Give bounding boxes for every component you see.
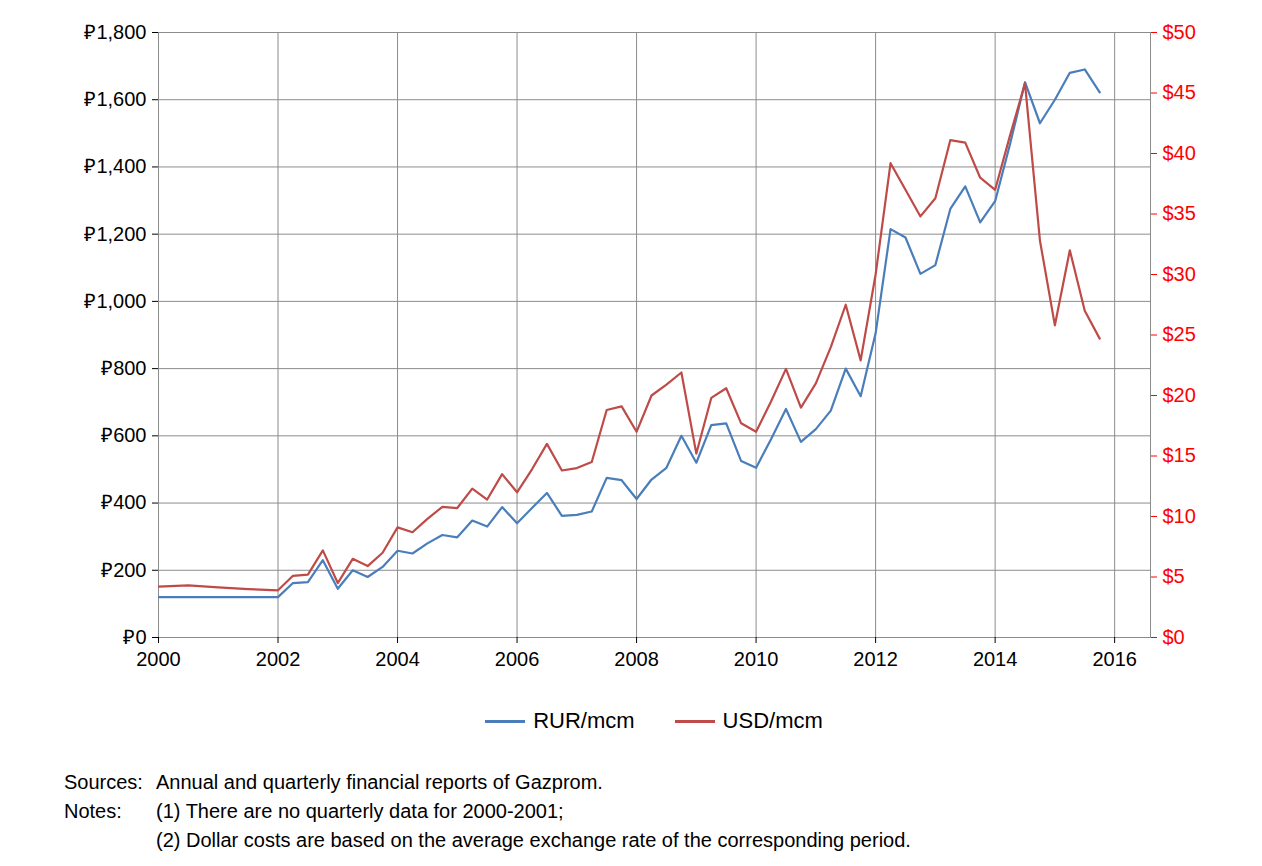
- svg-text:$30: $30: [1163, 263, 1196, 285]
- svg-text:2010: 2010: [734, 648, 779, 670]
- svg-text:$15: $15: [1163, 444, 1196, 466]
- html-text:Sources:: Sources:: [64, 771, 143, 793]
- svg-text:2004: 2004: [375, 648, 420, 670]
- svg-text:$5: $5: [1163, 565, 1185, 587]
- svg-text:₽200: ₽200: [101, 559, 146, 581]
- svg-text:2008: 2008: [614, 648, 659, 670]
- html-text:(2) Dollar costs are based on: (2) Dollar costs are based on the averag…: [156, 829, 911, 851]
- svg-text:₽0: ₽0: [123, 626, 146, 648]
- svg-text:₽400: ₽400: [101, 491, 146, 513]
- svg-text:₽600: ₽600: [101, 424, 146, 446]
- svg-text:₽1,800: ₽1,800: [84, 21, 146, 43]
- svg-text:2000: 2000: [136, 648, 181, 670]
- svg-text:$35: $35: [1163, 202, 1196, 224]
- svg-text:$10: $10: [1163, 505, 1196, 527]
- svg-text:$40: $40: [1163, 142, 1196, 164]
- html-text:Annual and quarterly financial: Annual and quarterly financial reports o…: [156, 771, 603, 793]
- svg-text:₽1,400: ₽1,400: [84, 155, 146, 177]
- svg-text:2006: 2006: [495, 648, 540, 670]
- html-text:USD/mcm: USD/mcm: [722, 708, 823, 733]
- svg-text:$25: $25: [1163, 323, 1196, 345]
- svg-text:2012: 2012: [853, 648, 898, 670]
- svg-text:₽1,000: ₽1,000: [84, 290, 146, 312]
- html-text:Notes:: Notes:: [64, 800, 122, 822]
- svg-text:2002: 2002: [256, 648, 301, 670]
- html-text:(1) There are no quarterly dat: (1) There are no quarterly data for 2000…: [156, 800, 564, 822]
- svg-text:$50: $50: [1163, 21, 1196, 43]
- svg-text:2016: 2016: [1092, 648, 1137, 670]
- svg-text:₽800: ₽800: [101, 357, 146, 379]
- svg-text:$20: $20: [1163, 384, 1196, 406]
- svg-text:₽1,600: ₽1,600: [84, 88, 146, 110]
- svg-text:$45: $45: [1163, 81, 1196, 103]
- svg-text:$0: $0: [1163, 626, 1185, 648]
- svg-text:₽1,200: ₽1,200: [84, 223, 146, 245]
- html-text:RUR/mcm: RUR/mcm: [533, 708, 635, 733]
- svg-text:2014: 2014: [973, 648, 1018, 670]
